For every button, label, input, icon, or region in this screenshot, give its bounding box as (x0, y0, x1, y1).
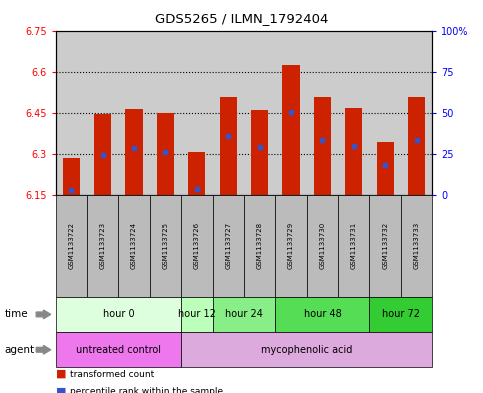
Text: percentile rank within the sample: percentile rank within the sample (70, 387, 223, 393)
Bar (220, 97, 237, 195)
Text: agent: agent (5, 345, 35, 355)
Text: GDS5265 / ILMN_1792404: GDS5265 / ILMN_1792404 (155, 12, 328, 25)
Text: GSM1133722: GSM1133722 (68, 222, 74, 269)
Bar (63, 158, 80, 195)
Text: GSM1133733: GSM1133733 (413, 222, 420, 269)
Bar (377, 141, 394, 195)
Text: GSM1133724: GSM1133724 (131, 222, 137, 269)
Text: hour 12: hour 12 (178, 309, 216, 320)
Text: transformed count: transformed count (70, 370, 154, 378)
Text: GSM1133732: GSM1133732 (382, 222, 388, 269)
Text: mycophenolic acid: mycophenolic acid (261, 345, 353, 355)
Text: hour 48: hour 48 (303, 309, 341, 320)
Text: GSM1133727: GSM1133727 (225, 222, 231, 269)
Text: GSM1133730: GSM1133730 (319, 222, 326, 269)
Text: GSM1133723: GSM1133723 (99, 222, 106, 269)
Text: time: time (5, 309, 28, 320)
Text: GSM1133725: GSM1133725 (162, 222, 169, 269)
Bar (94, 114, 111, 195)
Text: ■: ■ (56, 387, 66, 393)
Text: hour 72: hour 72 (382, 309, 420, 320)
Text: ■: ■ (56, 369, 66, 379)
Bar (314, 97, 331, 195)
Text: GSM1133731: GSM1133731 (351, 222, 357, 269)
Text: GSM1133726: GSM1133726 (194, 222, 200, 269)
Bar (283, 65, 299, 195)
Bar (157, 113, 174, 195)
Text: hour 0: hour 0 (102, 309, 134, 320)
Bar (408, 97, 425, 195)
Bar (126, 109, 142, 195)
Text: untreated control: untreated control (76, 345, 161, 355)
Bar (345, 108, 362, 195)
Text: GSM1133728: GSM1133728 (256, 222, 263, 269)
Bar (188, 152, 205, 195)
Bar (251, 110, 268, 195)
Text: GSM1133729: GSM1133729 (288, 222, 294, 269)
Text: hour 24: hour 24 (225, 309, 263, 320)
